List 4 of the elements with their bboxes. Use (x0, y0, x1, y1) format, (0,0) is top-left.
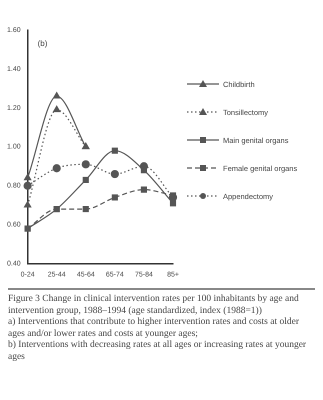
annotation: (b) (38, 39, 48, 48)
text: Figure 3 Change in clinical intervention rates per 100 inhabitants by age and intervention group, 1988–1994 (age standardized, index (1988=1)) (8, 294, 300, 317)
text: b) Interventions with decreasing rates at all ages or increasing rates at younger ages (8, 340, 308, 363)
text: a) Interventions that contribute to higher intervention rates and costs at older ages and/or lower rates and costs at younger ages; (8, 317, 300, 340)
